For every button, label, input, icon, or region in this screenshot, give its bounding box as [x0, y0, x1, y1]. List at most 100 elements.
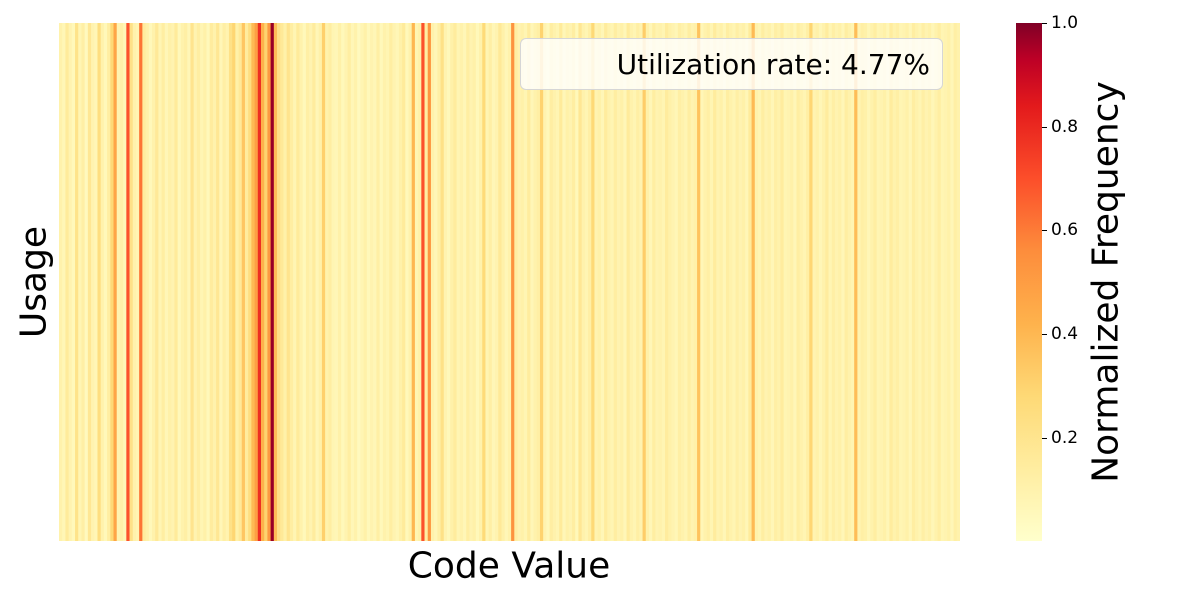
heatmap-cell [530, 23, 534, 541]
heatmap-cell [328, 23, 332, 541]
heatmap-cell [523, 23, 528, 541]
heatmap-cell [716, 23, 720, 541]
heatmap-cell [568, 23, 573, 541]
heatmap-cell [200, 23, 204, 541]
heatmap-cell [107, 23, 111, 541]
heatmap-cell [918, 23, 922, 541]
heatmap-cell [126, 23, 130, 541]
heatmap-cell [68, 23, 73, 541]
heatmap-cell [693, 23, 698, 541]
heatmap-cell [491, 23, 496, 541]
heatmap-cell [241, 23, 246, 541]
heatmap-cell [235, 23, 239, 541]
heatmap-cell [847, 23, 852, 541]
heatmap-cell [59, 23, 63, 541]
heatmap-cell [459, 23, 464, 541]
heatmap-cell [222, 23, 227, 541]
heatmap-cell [924, 23, 929, 541]
heatmap-cell [812, 23, 817, 541]
heatmap-cell [780, 23, 785, 541]
heatmap-cell [504, 23, 509, 541]
heatmap-cell [709, 23, 714, 541]
heatmap-cell [703, 23, 708, 541]
utilization-legend: Utilization rate: 4.77% [519, 38, 943, 90]
utilization-rate-text: Utilization rate: 4.77% [616, 47, 930, 81]
heatmap-cell [238, 23, 243, 541]
heatmap-cell [793, 23, 797, 541]
heatmap-cell [754, 23, 759, 541]
heatmap-cell [956, 23, 960, 541]
heatmap-cell [549, 23, 554, 541]
heatmap-cell [552, 23, 557, 541]
heatmap-cell [690, 23, 695, 541]
heatmap-cell [555, 23, 560, 541]
heatmap-cell [876, 23, 881, 541]
heatmap-cell [71, 23, 76, 541]
heatmap-cell [187, 23, 191, 541]
heatmap-cell [318, 23, 323, 541]
heatmap-cell [927, 23, 932, 541]
heatmap-cell [315, 23, 320, 541]
heatmap-cell [867, 23, 871, 541]
heatmap-cell [578, 23, 583, 541]
heatmap-cell [543, 23, 547, 541]
heatmap-cell [296, 23, 300, 541]
heatmap-cell [216, 23, 220, 541]
heatmap-cell [135, 23, 140, 541]
heatmap-cell [562, 23, 567, 541]
heatmap-cell [357, 23, 361, 541]
heatmap-cell [475, 23, 480, 541]
heatmap-cell [87, 23, 92, 541]
heatmap-cell [642, 23, 647, 541]
heatmap-cell [151, 23, 156, 541]
colorbar-tick-mark [1042, 438, 1047, 439]
heatmap-cell [132, 23, 137, 541]
heatmap-cell [623, 23, 627, 541]
heatmap-cell [161, 23, 166, 541]
heatmap-cell [613, 23, 618, 541]
heatmap-cell [850, 23, 855, 541]
heatmap-cell [677, 23, 682, 541]
heatmap-cell [424, 23, 429, 541]
heatmap-cell [190, 23, 195, 541]
heatmap-cell [164, 23, 169, 541]
heatmap-cell [110, 23, 114, 541]
heatmap-cell [430, 23, 435, 541]
heatmap-cell [427, 23, 432, 541]
heatmap-cell [100, 23, 105, 541]
heatmap-cell [353, 23, 358, 541]
heatmap-cell [379, 23, 384, 541]
heatmap-cell [863, 23, 868, 541]
heatmap-cell [488, 23, 493, 541]
heatmap-cell [193, 23, 198, 541]
heatmap-cell [806, 23, 810, 541]
heatmap-cell [588, 23, 592, 541]
heatmap-cell [581, 23, 586, 541]
heatmap-cell [889, 23, 894, 541]
heatmap-cell [899, 23, 903, 541]
heatmap-cell [626, 23, 631, 541]
heatmap-cell [857, 23, 862, 541]
heatmap-cell [748, 23, 752, 541]
heatmap-cell [392, 23, 397, 541]
heatmap-cell [119, 23, 124, 541]
heatmap-cell [212, 23, 217, 541]
heatmap-cell [844, 23, 849, 541]
heatmap-cell [511, 23, 515, 541]
heatmap-cell [671, 23, 676, 541]
heatmap-cell [148, 23, 153, 541]
colorbar-tick-label: 1.0 [1051, 13, 1079, 33]
heatmap-cell [520, 23, 525, 541]
heatmap-cell [950, 23, 954, 541]
heatmap-cell [700, 23, 704, 541]
heatmap-cell [453, 23, 457, 541]
heatmap-cell [937, 23, 942, 541]
heatmap-cell [373, 23, 377, 541]
heatmap-cell [745, 23, 749, 541]
heatmap-cell [953, 23, 958, 541]
heatmap-svg [59, 23, 960, 541]
heatmap-cell [337, 23, 342, 541]
heatmap-cell [219, 23, 223, 541]
heatmap-cell [559, 23, 563, 541]
heatmap-cell [527, 23, 531, 541]
